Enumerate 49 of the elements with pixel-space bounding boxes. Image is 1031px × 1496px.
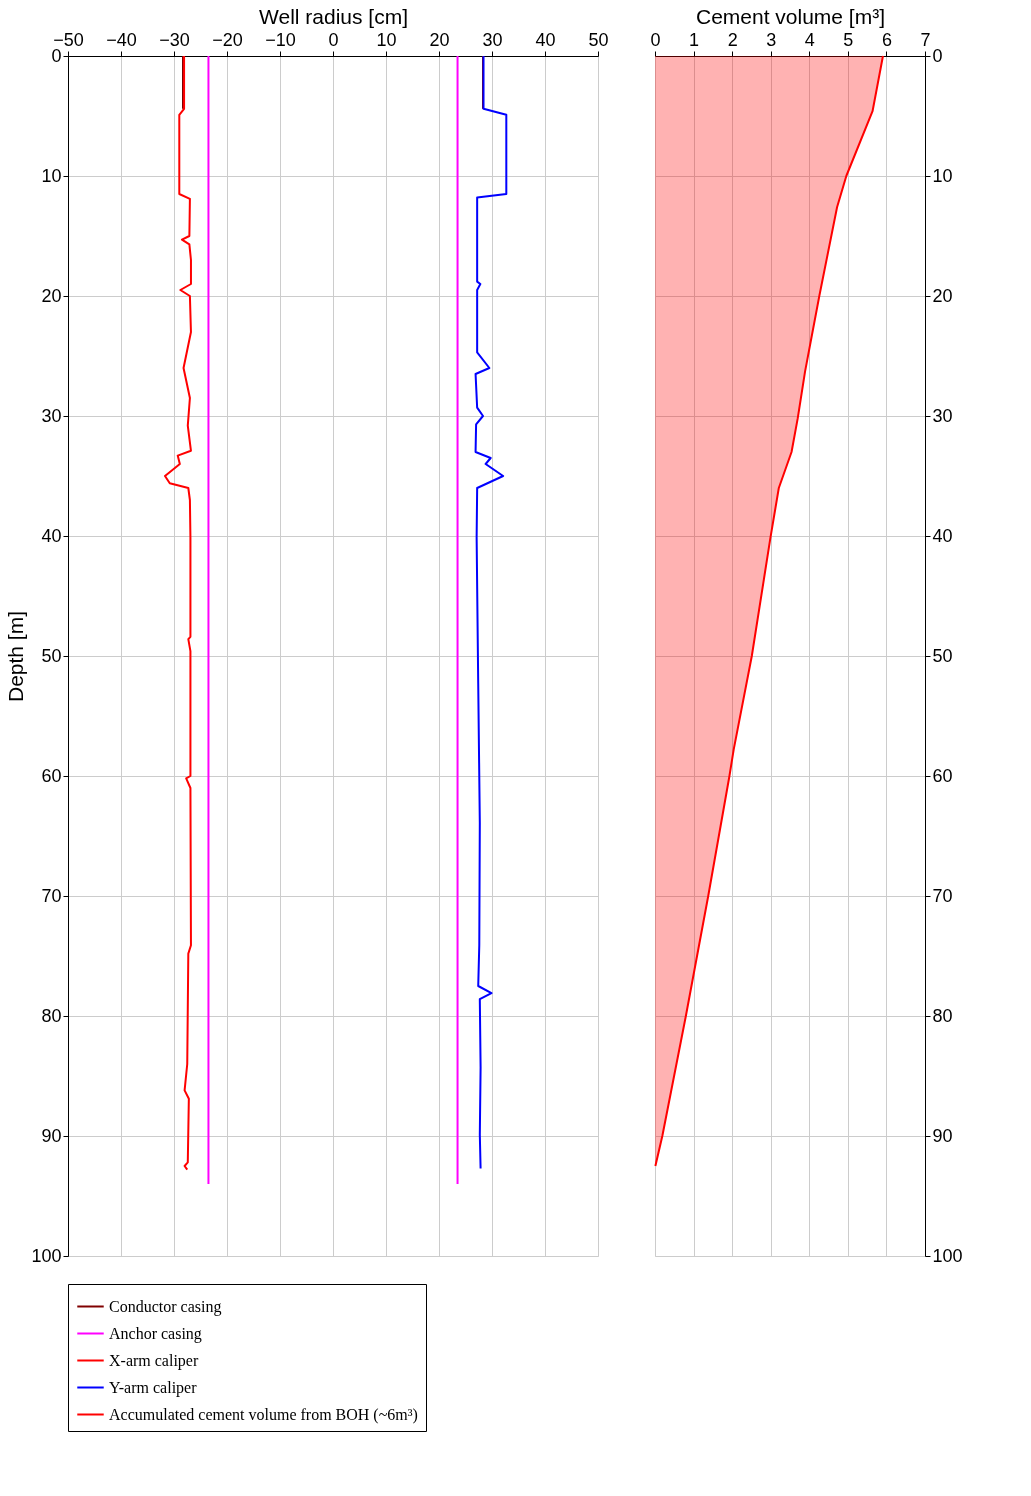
x-tick-label: 10 — [376, 29, 397, 50]
x-tick-label: −20 — [212, 29, 243, 50]
x-tick-label: 6 — [881, 29, 892, 50]
y-tick-label: 20 — [932, 285, 953, 306]
x-tick-label: 0 — [650, 29, 661, 50]
x-tick-label: 40 — [535, 29, 556, 50]
legend-label: Conductor casing — [109, 1297, 222, 1316]
legend-label: X-arm caliper — [109, 1351, 199, 1370]
x-tick-label: 50 — [588, 29, 609, 50]
y-tick-label: 100 — [932, 1245, 963, 1266]
x-tick-label: 3 — [766, 29, 777, 50]
x-tick-label: 20 — [429, 29, 450, 50]
line-series — [163, 55, 192, 1171]
y-tick-label: 10 — [932, 165, 953, 186]
x-tick-label: −30 — [159, 29, 190, 50]
y-tick-label: 100 — [31, 1245, 62, 1266]
y-tick-label: 50 — [932, 645, 953, 666]
y-tick-label: 10 — [41, 165, 62, 186]
x-tick-label: 1 — [689, 29, 700, 50]
y-tick-label: 80 — [932, 1005, 953, 1026]
y-tick-label: 70 — [932, 885, 953, 906]
x-axis-title: Cement volume [m³] — [695, 4, 886, 28]
y-tick-label: 90 — [932, 1125, 953, 1146]
y-tick-label: 20 — [41, 285, 62, 306]
x-tick-label: −10 — [265, 29, 296, 50]
y-tick-label: 30 — [41, 405, 62, 426]
x-tick-label: 5 — [843, 29, 854, 50]
y-tick-label: 50 — [41, 645, 62, 666]
x-tick-label: 2 — [727, 29, 738, 50]
y-tick-label: 60 — [932, 765, 953, 786]
y-tick-label: 90 — [41, 1125, 62, 1146]
y-tick-label: 40 — [41, 525, 62, 546]
x-tick-label: 7 — [920, 29, 931, 50]
x-tick-label: −40 — [106, 29, 137, 50]
y-tick-label: 60 — [41, 765, 62, 786]
y-tick-label: 30 — [932, 405, 953, 426]
x-tick-label: 4 — [804, 29, 815, 50]
y-tick-label: 70 — [41, 885, 62, 906]
text: Accumulated cement volume from BOH (~6m³) — [109, 1405, 418, 1424]
y-tick-label: 40 — [932, 525, 953, 546]
x-axis-title: Well radius [cm] — [259, 4, 408, 28]
line-series — [474, 55, 508, 1170]
x-tick-label: 0 — [328, 29, 339, 50]
x-tick-label: 30 — [482, 29, 503, 50]
y-axis-title: Depth [m] — [4, 610, 28, 703]
legend-label: Y-arm caliper — [109, 1378, 198, 1397]
y-tick-label: 80 — [41, 1005, 62, 1026]
legend-label: Anchor casing — [109, 1324, 202, 1343]
y-tick-label: 0 — [932, 45, 943, 66]
